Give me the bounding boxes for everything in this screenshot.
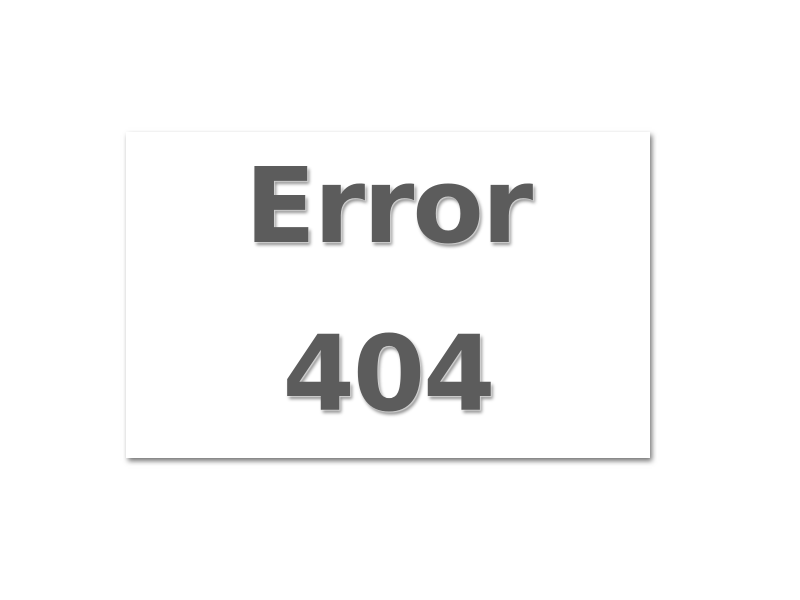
error-title: Error [244,145,533,267]
error-code: 404 [282,313,495,435]
error-card: Error 404 [126,132,650,458]
